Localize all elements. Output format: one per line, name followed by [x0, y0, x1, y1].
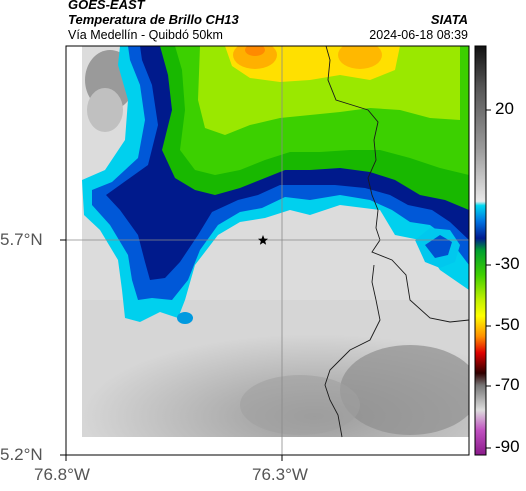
colorbar-tick-label: 20: [495, 99, 514, 118]
colorbar-tick-label: -70: [495, 375, 520, 394]
satellite-title: GOES-EAST: [68, 0, 145, 12]
colorbar-tick-label: -90: [495, 437, 520, 456]
map-frame: [65, 45, 470, 456]
colorbar-tick-label: -30: [495, 254, 520, 273]
route-subtitle: Vía Medellín - Quibdó 50km: [68, 28, 223, 42]
star-icon: [258, 235, 268, 245]
timestamp-label: 2024-06-18 08:39: [369, 28, 468, 42]
x-tick-label: 76.8°W: [34, 465, 90, 484]
brand-label: SIATA: [430, 12, 468, 27]
colorbar-tick-label: -50: [495, 315, 520, 334]
colorbar: [474, 45, 487, 456]
y-tick-label: 5.7°N: [0, 230, 43, 249]
y-tick-label: 5.2°N: [0, 445, 43, 464]
product-title: Temperatura de Brillo CH13: [68, 12, 239, 27]
brightness-temperature-field: [82, 46, 469, 437]
x-tick-label: 76.3°W: [252, 465, 308, 484]
